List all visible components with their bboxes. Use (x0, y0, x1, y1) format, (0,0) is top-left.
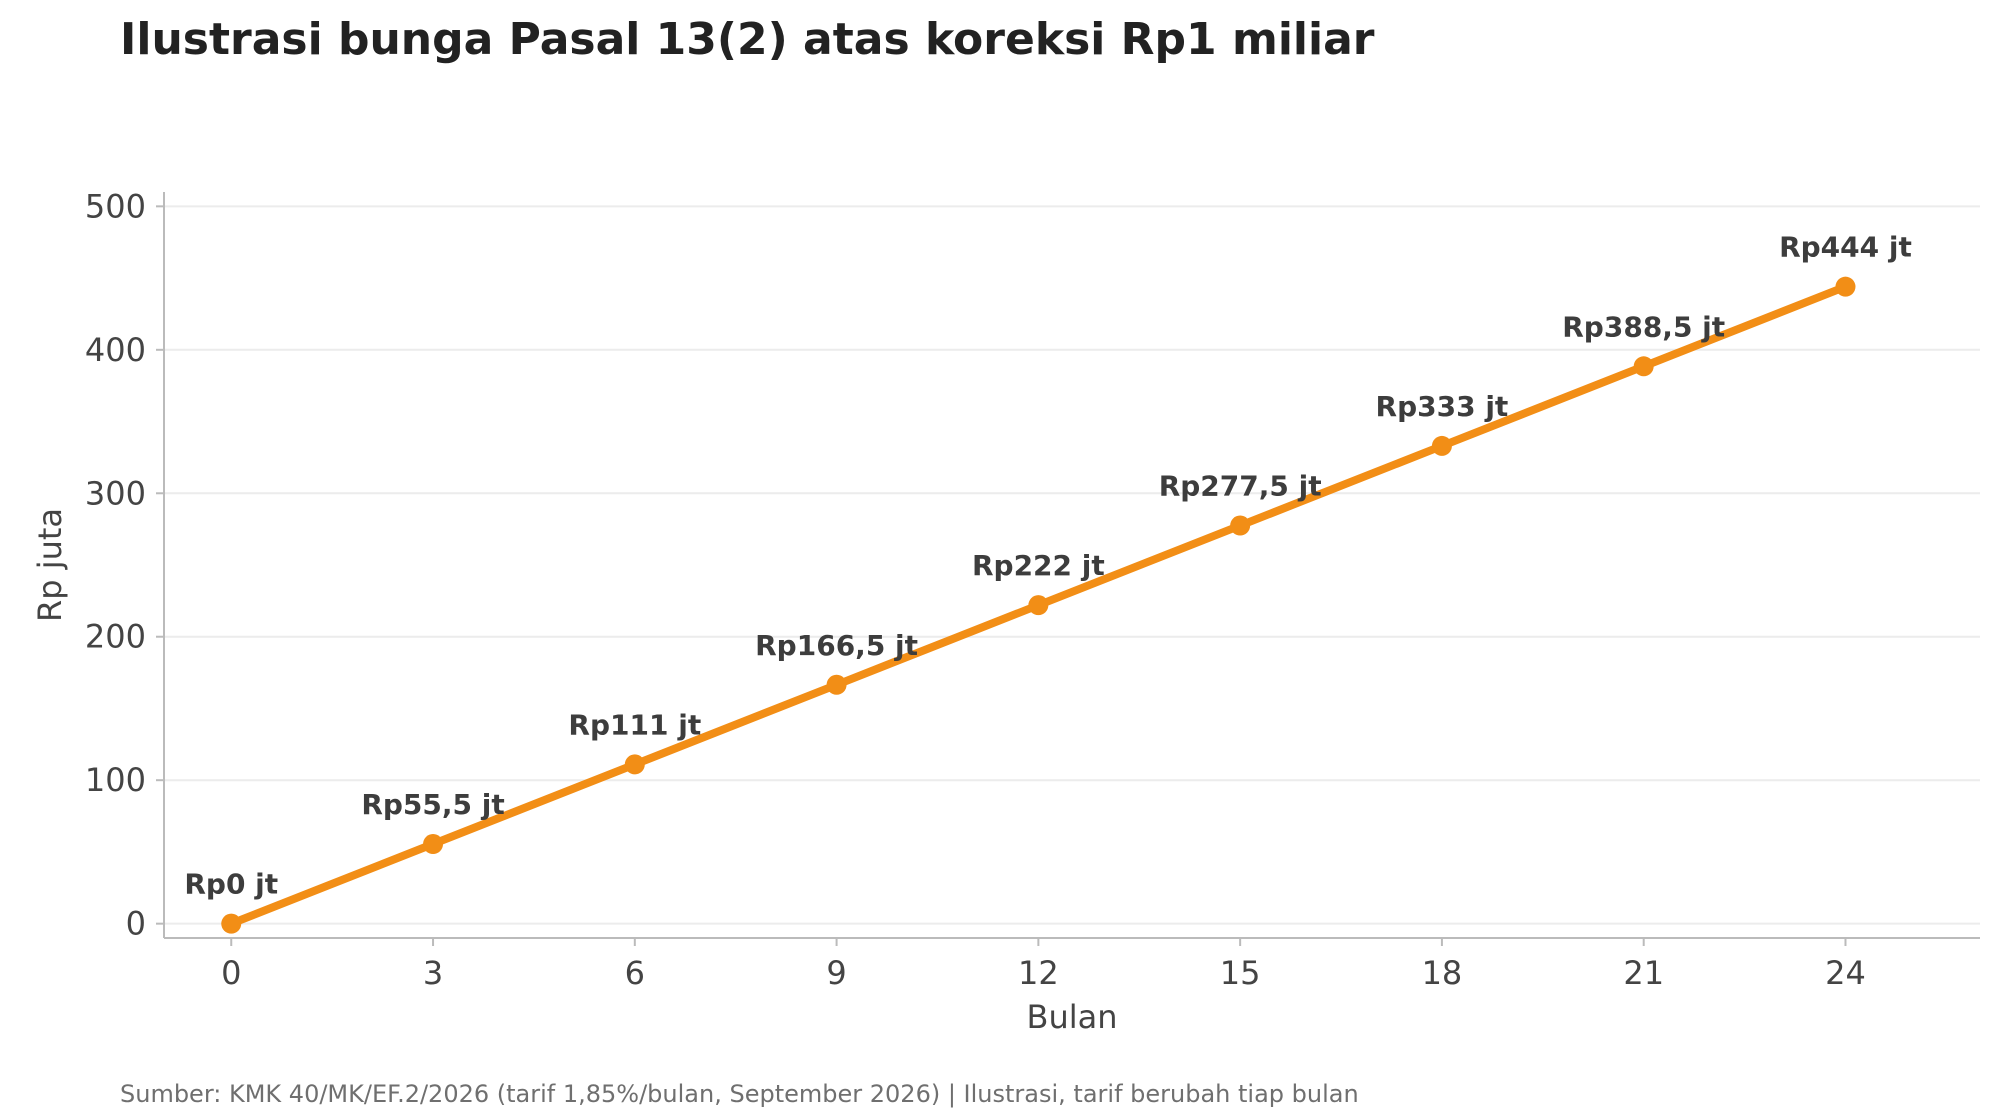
data-point (1230, 515, 1251, 536)
y-tick-label: 500 (85, 187, 146, 225)
x-tick-label: 18 (1422, 954, 1463, 992)
data-point (1835, 276, 1856, 297)
x-axis-label: Bulan (1026, 998, 1117, 1036)
x-tick-label: 21 (1623, 954, 1664, 992)
data-point (221, 913, 242, 934)
x-tick-label: 0 (221, 954, 241, 992)
data-label: Rp111 jt (568, 708, 701, 741)
data-point (1431, 435, 1452, 456)
data-label: Rp277,5 jt (1159, 470, 1322, 503)
data-label: Rp166,5 jt (755, 629, 918, 662)
y-tick-label: 400 (85, 331, 146, 369)
x-tick-label: 9 (826, 954, 846, 992)
source-note: Sumber: KMK 40/MK/EF.2/2026 (tarif 1,85%… (120, 1080, 1359, 1108)
data-point (624, 754, 645, 775)
data-point (1633, 356, 1654, 377)
data-label: Rp0 jt (184, 868, 278, 901)
y-tick-label: 100 (85, 761, 146, 799)
data-label: Rp55,5 jt (361, 788, 504, 821)
x-tick-label: 6 (625, 954, 645, 992)
x-tick-label: 15 (1220, 954, 1261, 992)
data-label: Rp222 jt (972, 549, 1105, 582)
data-label: Rp388,5 jt (1562, 310, 1725, 343)
chart-title: Ilustrasi bunga Pasal 13(2) atas koreksi… (120, 14, 1375, 65)
data-point (826, 674, 847, 695)
y-axis-label: Rp juta (31, 508, 69, 622)
data-point (423, 834, 444, 855)
x-tick-label: 3 (423, 954, 443, 992)
data-label: Rp444 jt (1779, 231, 1912, 264)
y-tick-label: 200 (85, 618, 146, 656)
y-tick-label: 0 (126, 905, 146, 943)
grid-lines (164, 205, 1980, 925)
data-point (1028, 595, 1049, 616)
data-labels: Rp0 jt Rp55,5 jt Rp111 jt Rp166,5 jt Rp222 j… (184, 231, 1912, 901)
data-label: Rp333 jt (1376, 390, 1509, 423)
series (221, 276, 1856, 934)
x-tick-label: 12 (1018, 954, 1059, 992)
x-tick-label: 24 (1825, 954, 1866, 992)
y-tick-label: 300 (85, 474, 146, 512)
axes: 0 100 200 300 400 500 0 3 6 9 12 15 18 21 24 (85, 187, 1980, 992)
